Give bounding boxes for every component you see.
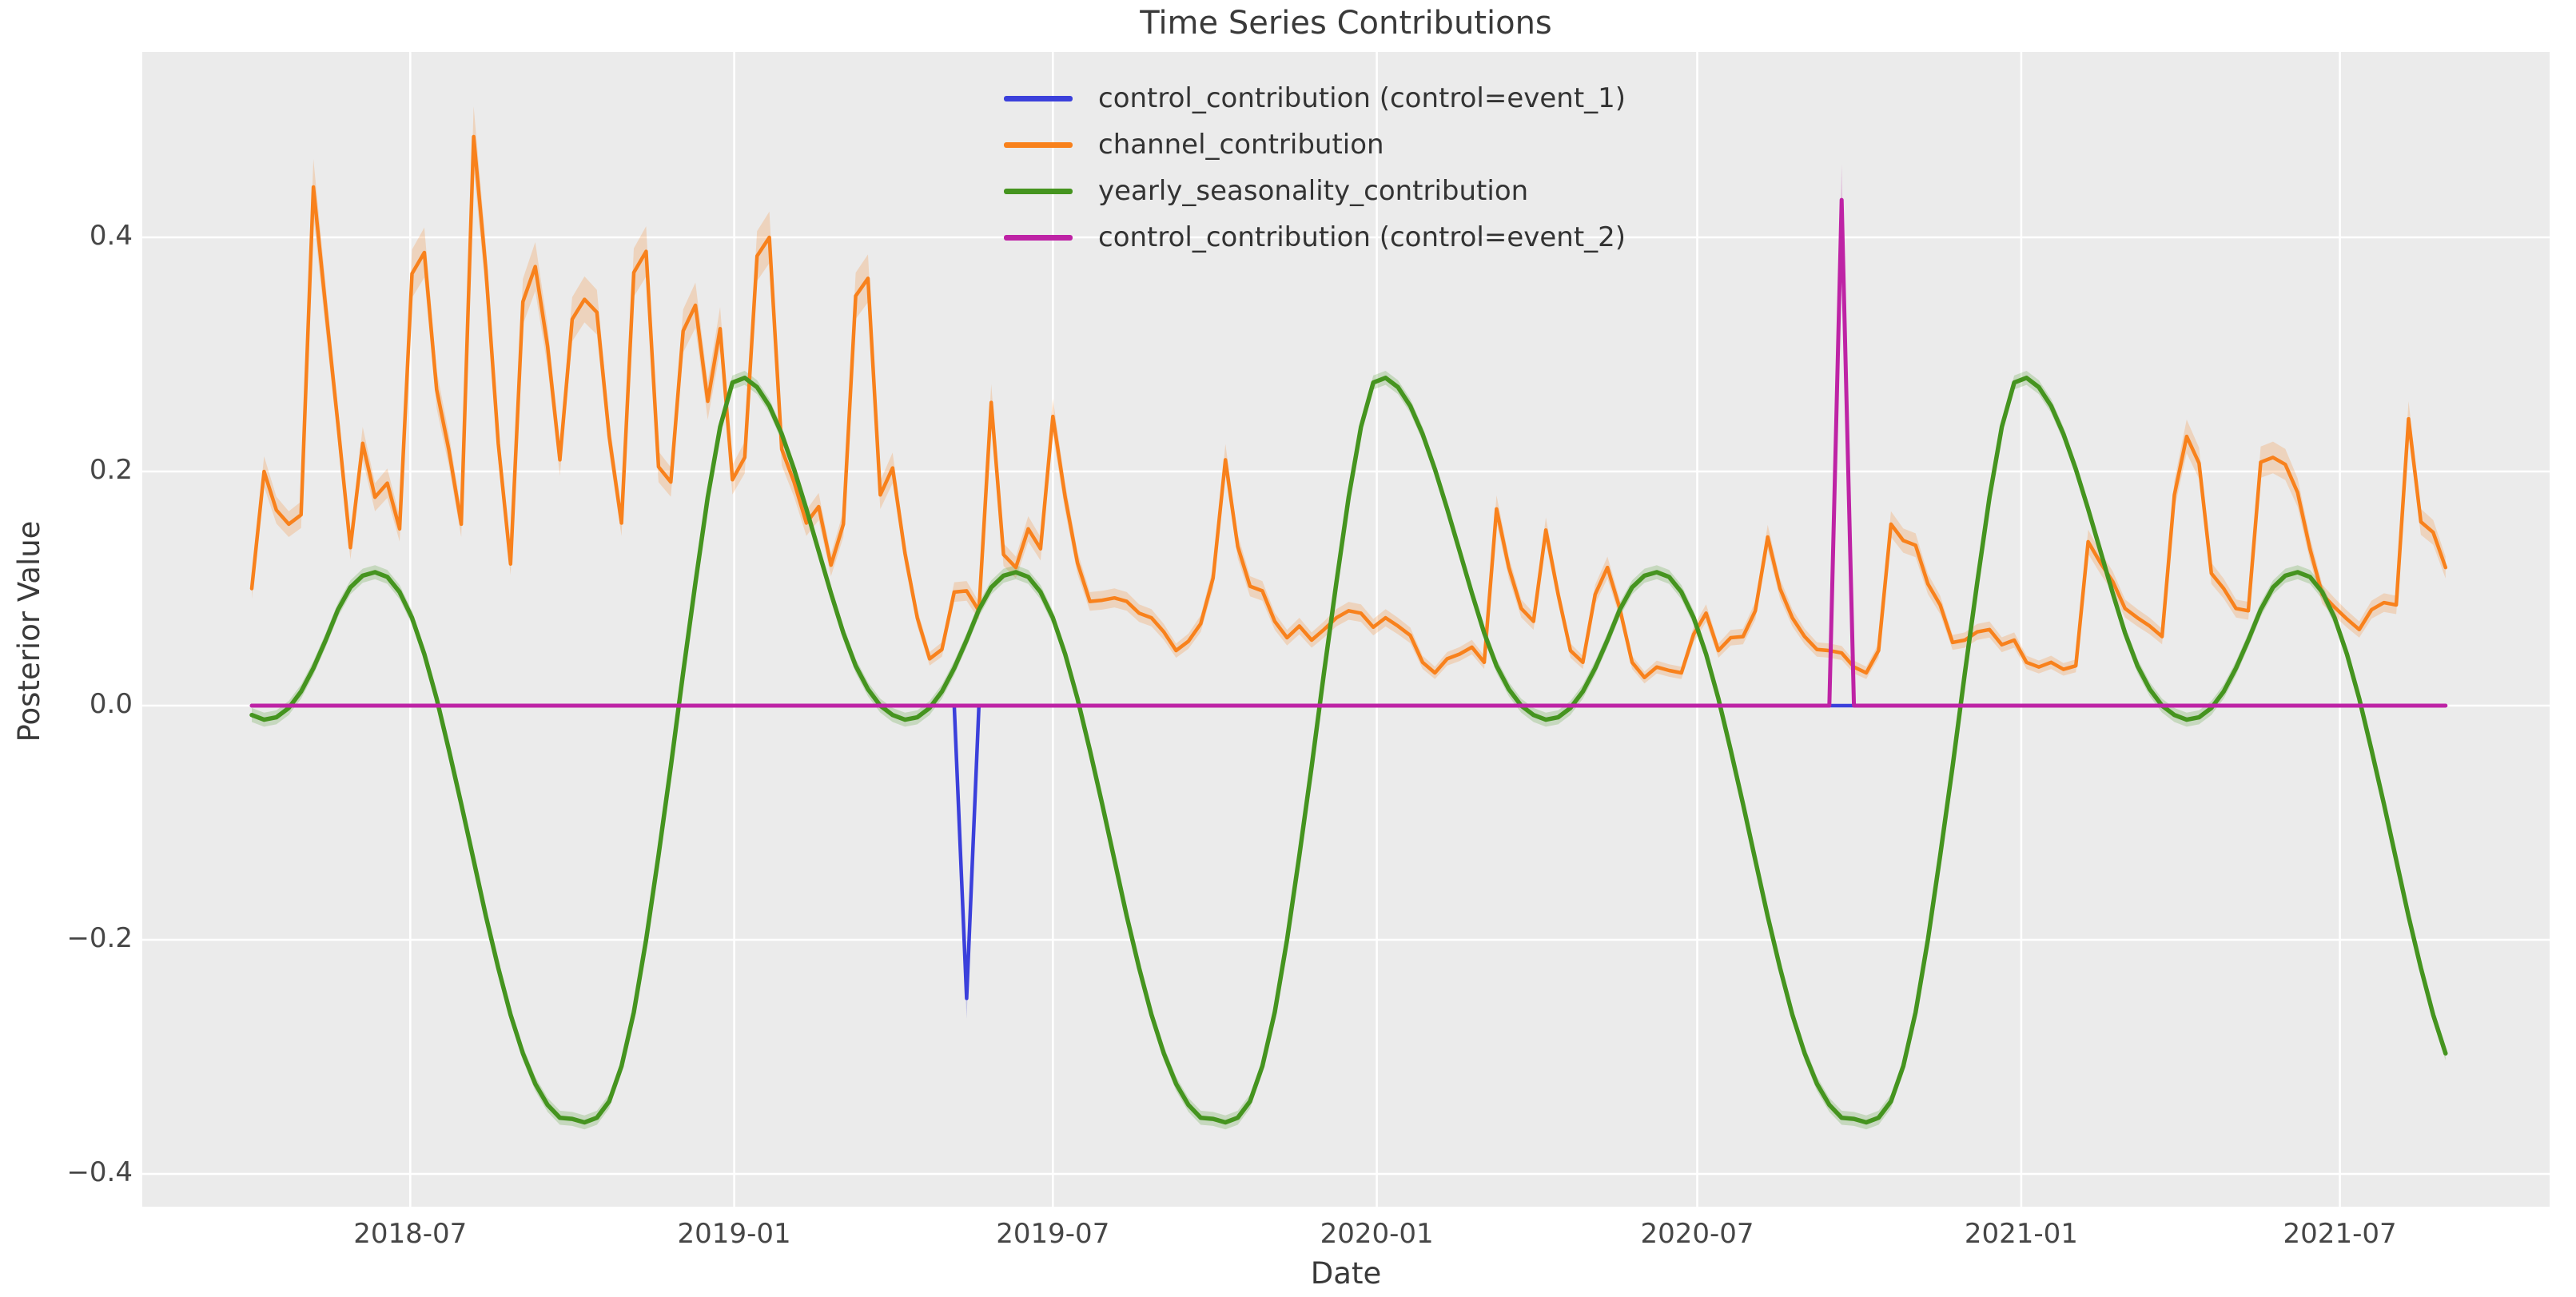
legend-line-swatch — [1004, 141, 1073, 148]
legend-row: control_contribution (control=event_2) — [1004, 214, 1626, 261]
y-tick-label: −0.2 — [66, 922, 133, 954]
series-line — [249, 703, 2448, 1001]
y-tick-label: 0.2 — [89, 454, 133, 486]
series-line — [249, 134, 2448, 680]
y-tick-label: 0.0 — [89, 688, 133, 720]
chart-canvas — [142, 52, 2550, 1207]
chart-title: Time Series Contributions — [1140, 5, 1552, 42]
x-tick-label: 2021-01 — [1964, 1218, 2078, 1250]
series-line — [249, 376, 2448, 1125]
plot-area — [142, 52, 2550, 1207]
y-axis-label: Posterior Value — [12, 520, 46, 742]
legend: control_contribution (control=event_1)ch… — [1004, 75, 1626, 261]
x-tick-label: 2021-07 — [2283, 1218, 2397, 1250]
series-line — [249, 197, 2448, 708]
legend-line-swatch — [1004, 95, 1073, 101]
legend-label: channel_contribution — [1098, 129, 1384, 161]
uncertainty-band — [252, 106, 2446, 684]
x-tick-label: 2019-01 — [677, 1218, 791, 1250]
legend-label: control_contribution (control=event_2) — [1098, 221, 1626, 253]
legend-line-swatch — [1004, 234, 1073, 241]
legend-label: yearly_seasonality_contribution — [1098, 175, 1529, 207]
x-tick-label: 2020-07 — [1640, 1218, 1754, 1250]
x-tick-label: 2019-07 — [996, 1218, 1110, 1250]
legend-row: control_contribution (control=event_1) — [1004, 75, 1626, 121]
legend-row: yearly_seasonality_contribution — [1004, 168, 1626, 214]
x-tick-label: 2018-07 — [353, 1218, 468, 1250]
legend-line-swatch — [1004, 188, 1073, 194]
uncertainty-band — [252, 706, 2446, 1019]
x-axis-label: Date — [1310, 1256, 1382, 1291]
legend-label: control_contribution (control=event_1) — [1098, 82, 1626, 114]
legend-row: channel_contribution — [1004, 121, 1626, 168]
x-tick-label: 2020-01 — [1320, 1218, 1434, 1250]
y-tick-label: 0.4 — [89, 220, 133, 252]
y-tick-label: −0.4 — [66, 1156, 133, 1188]
